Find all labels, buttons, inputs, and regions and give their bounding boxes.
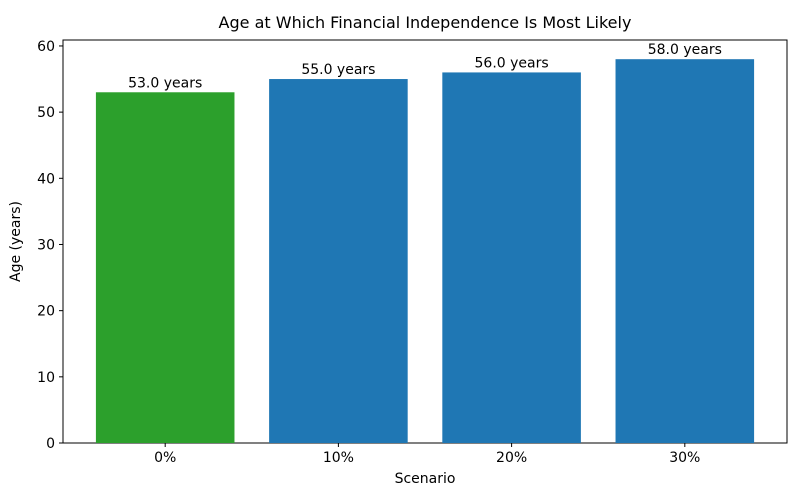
x-tick-label: 0% xyxy=(154,450,176,466)
bar xyxy=(269,79,408,443)
y-axis-ticks: 0 10 20 30 40 50 60 xyxy=(37,39,63,452)
x-axis-ticks: 0% 10% 20% 30% xyxy=(154,443,700,466)
x-axis-label: Scenario xyxy=(395,471,456,487)
y-tick-label: 40 xyxy=(37,171,55,187)
plot-area xyxy=(62,39,788,444)
y-tick-label: 60 xyxy=(37,39,55,55)
bar-value-label: 55.0 years xyxy=(301,62,375,78)
y-tick-label: 30 xyxy=(37,237,55,253)
y-tick-label: 50 xyxy=(37,105,55,121)
bar-value-label: 53.0 years xyxy=(128,75,202,91)
bar xyxy=(442,72,581,443)
bar xyxy=(615,59,755,443)
y-tick-label: 20 xyxy=(37,304,55,320)
y-tick-label: 0 xyxy=(46,436,55,452)
y-axis-label: Age (years) xyxy=(8,201,24,282)
x-tick-label: 10% xyxy=(323,450,354,466)
bar-value-label: 56.0 years xyxy=(475,55,549,71)
bar-labels-group: 53.0 years 55.0 years 56.0 years 58.0 years xyxy=(128,42,722,91)
y-tick-label: 10 xyxy=(37,370,55,386)
bar-value-label: 58.0 years xyxy=(648,42,722,58)
chart-title: Age at Which Financial Independence Is M… xyxy=(219,13,632,32)
x-tick-label: 30% xyxy=(669,450,700,466)
bars-group xyxy=(95,59,755,444)
bar xyxy=(95,92,235,444)
x-tick-label: 20% xyxy=(496,450,527,466)
